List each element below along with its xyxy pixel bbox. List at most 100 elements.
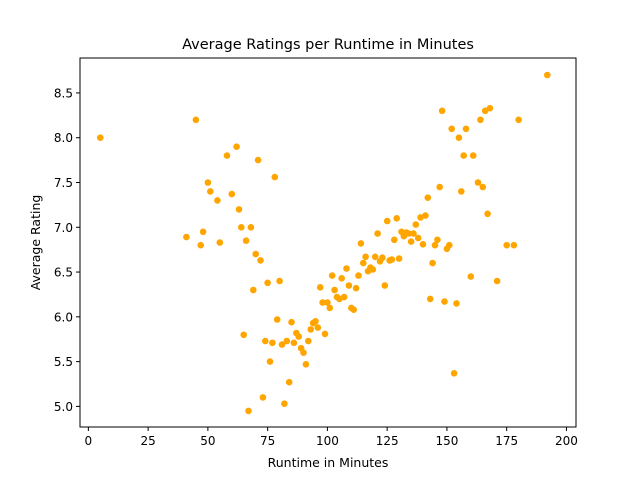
data-point-120 [544,71,551,79]
data-point-48 [321,330,329,338]
data-point-100 [446,241,453,249]
x-tick-label: 200 [555,434,578,448]
data-point-3 [197,241,204,249]
data-point-34 [288,318,295,326]
data-point-64 [360,259,367,267]
y-tick-label: 5.0 [54,400,73,414]
data-point-47 [319,299,326,306]
data-point-26 [269,339,276,347]
data-point-30 [278,341,286,348]
data-point-73 [381,282,389,289]
data-point-11 [233,143,240,150]
data-point-118 [510,241,518,249]
x-tick-label: 150 [435,434,458,448]
data-point-103 [453,300,460,307]
x-axis-label: Runtime in Minutes [268,455,389,470]
data-point-108 [467,273,475,280]
data-point-56 [340,293,348,301]
y-axis-label: Average Rating [28,195,43,291]
data-point-111 [477,116,484,124]
data-point-16 [245,407,252,415]
data-point-112 [479,183,487,191]
data-point-23 [262,337,269,345]
data-point-45 [314,324,322,331]
y-axis-ticks: 5.0 5.5 6.0 6.5 7.0 7.5 8.0 8.5 [54,86,80,414]
data-point-15 [242,237,250,244]
data-point-107 [462,125,470,133]
data-point-49 [324,299,331,306]
data-point-55 [338,275,346,282]
y-tick-label: 6.5 [54,266,73,280]
data-point-19 [252,250,259,258]
data-point-104 [455,134,463,141]
data-point-9 [223,152,231,159]
data-point-1 [183,233,190,241]
plot-background [80,58,576,427]
y-tick-label: 7.5 [54,176,73,190]
data-point-5 [204,179,212,186]
data-point-50 [326,304,334,312]
data-point-101 [448,125,456,133]
data-point-61 [352,284,360,292]
x-axis-ticks: 0 25 50 75 100 125 150 175 200 [85,427,578,448]
data-point-31 [281,400,288,408]
data-point-89 [419,241,427,248]
data-point-40 [302,361,310,368]
data-point-63 [357,240,365,247]
data-point-46 [316,284,324,291]
x-tick-label: 50 [200,434,215,448]
chart-title: Average Ratings per Runtime in Minutes [182,37,474,53]
y-tick-label: 8.5 [54,86,73,100]
data-point-84 [407,238,415,245]
data-point-39 [300,349,307,357]
data-point-32 [283,337,291,345]
data-point-94 [431,241,439,249]
data-point-52 [331,286,338,294]
data-point-78 [393,215,401,222]
data-point-37 [295,333,303,340]
data-point-35 [290,339,298,347]
data-point-102 [450,370,458,377]
data-point-83 [405,230,413,237]
data-point-77 [391,236,398,244]
data-point-85 [410,230,417,237]
data-point-79 [395,255,403,262]
data-point-76 [388,256,396,263]
data-point-117 [503,241,511,249]
data-point-42 [307,326,315,333]
data-point-58 [345,282,353,289]
data-point-12 [235,206,243,213]
data-point-91 [424,194,432,201]
data-point-69 [371,253,379,261]
data-point-74 [383,217,391,225]
data-point-17 [247,224,255,231]
data-point-105 [458,188,465,195]
data-point-95 [434,236,441,244]
data-point-2 [192,116,200,124]
x-tick-label: 125 [376,434,399,448]
data-points [97,71,551,415]
data-point-92 [426,295,434,303]
data-point-109 [469,152,477,159]
data-point-115 [486,104,494,112]
data-point-8 [216,239,224,246]
x-tick-label: 0 [85,434,93,448]
data-point-25 [266,358,274,365]
data-point-27 [271,173,279,181]
data-point-57 [343,265,350,272]
data-point-72 [379,254,386,261]
x-tick-label: 25 [140,434,155,448]
data-point-70 [374,230,381,237]
data-point-93 [429,259,436,267]
data-point-7 [214,197,221,204]
y-tick-label: 6.0 [54,310,73,324]
data-point-44 [312,318,319,325]
data-point-116 [493,277,501,285]
data-point-96 [436,183,444,191]
x-tick-label: 175 [495,434,518,448]
data-point-14 [240,331,247,339]
data-point-87 [414,234,422,242]
data-point-90 [422,212,429,219]
y-tick-label: 7.0 [54,221,73,235]
